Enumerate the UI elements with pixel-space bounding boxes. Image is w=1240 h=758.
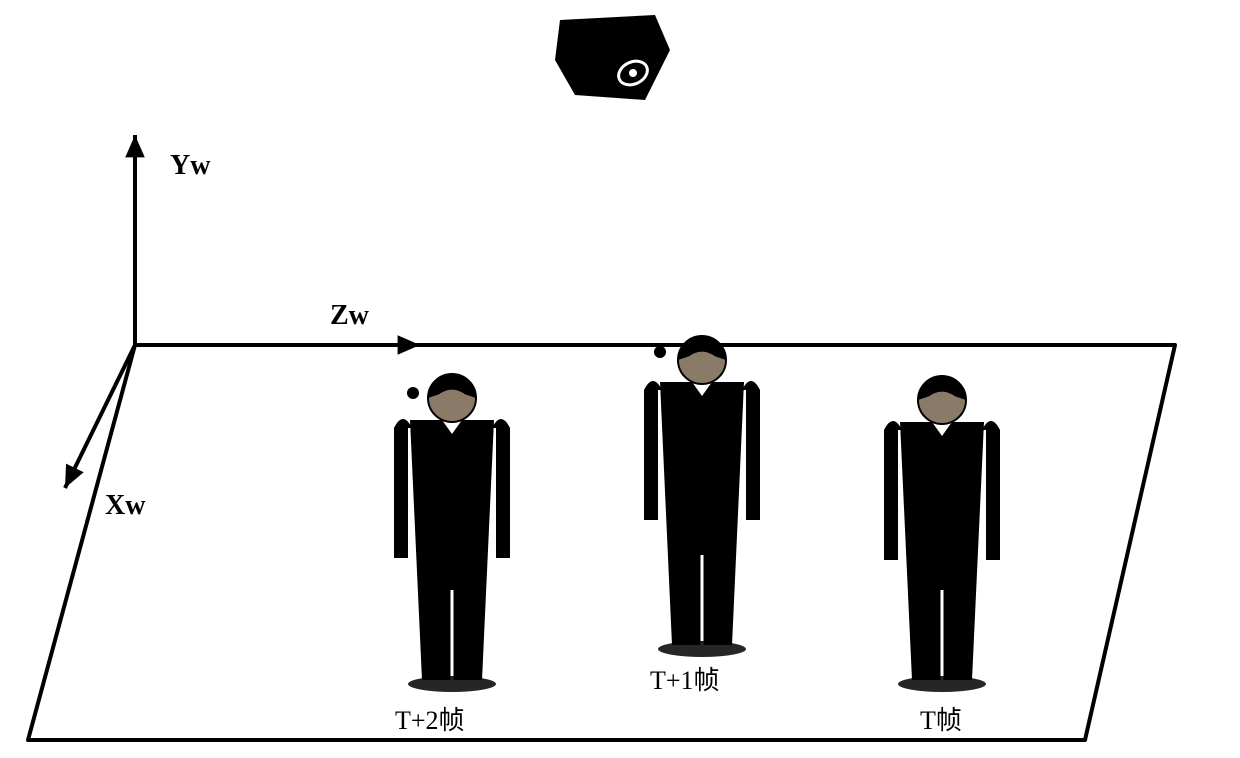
frame-label-t2: T+2帧: [395, 700, 465, 737]
predicted-points: [0, 0, 1240, 758]
frame-label-t1: T+1帧: [650, 660, 720, 697]
axis-label-xw: Xw: [105, 490, 145, 522]
axis-label-yw: Yw: [170, 150, 210, 182]
diagram-stage: Yw Zw Xw T+2帧 T+1帧 T帧: [0, 0, 1240, 758]
axis-label-zw: Zw: [330, 300, 369, 332]
frame-label-t: T帧: [920, 700, 962, 737]
